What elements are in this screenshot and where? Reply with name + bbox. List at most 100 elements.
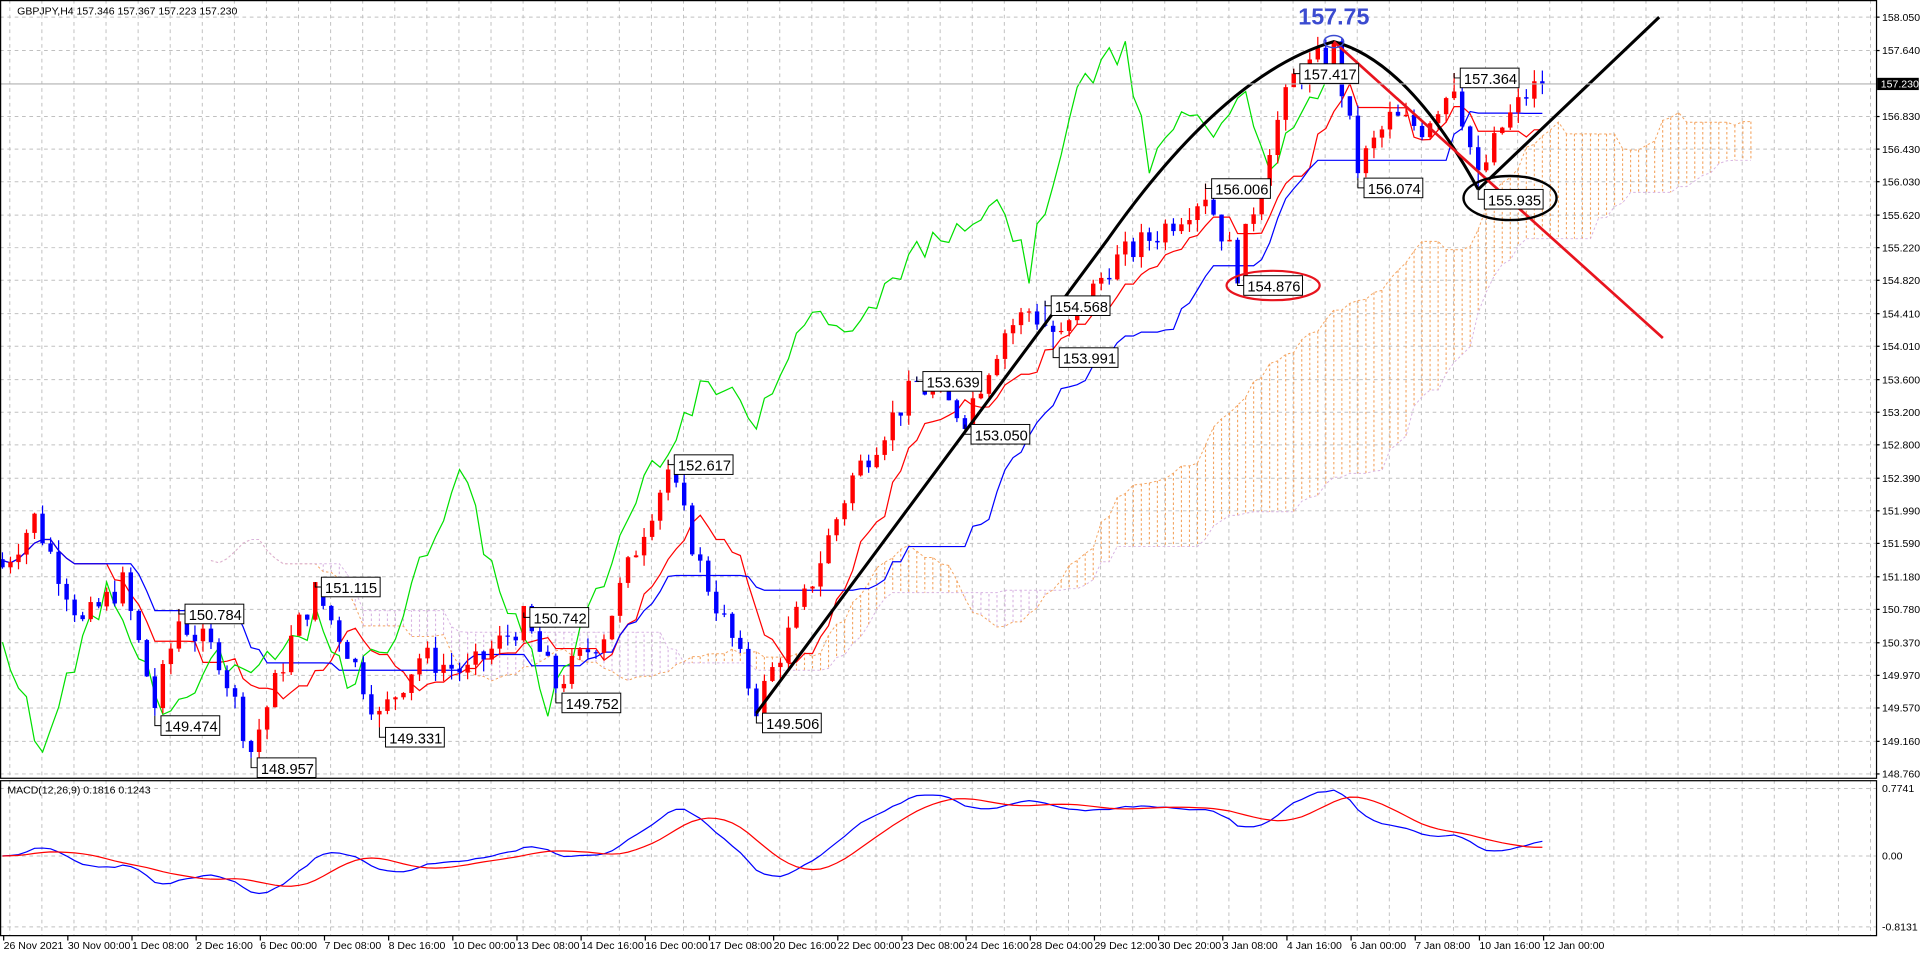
time-label: 22 Dec 00:00: [838, 940, 901, 952]
time-label: 29 Dec 12:00: [1094, 940, 1157, 952]
time-label: 12 Jan 00:00: [1544, 940, 1605, 952]
candle-body: [481, 651, 486, 660]
drawings[interactable]: 157.75: [0, 3, 1876, 715]
candle-body: [906, 380, 911, 416]
low-ellipse-red: [1225, 269, 1321, 302]
candle-body: [890, 412, 895, 441]
label-connector: [378, 727, 386, 738]
macd-panel-border: [0, 780, 1878, 937]
candle-body: [489, 648, 494, 660]
peak-label: 157.75: [1298, 3, 1369, 29]
label-box: [184, 603, 245, 625]
candle-body: [329, 605, 334, 621]
candle-body: [513, 636, 518, 641]
candle-body: [1123, 241, 1128, 255]
price-tick-label: 151.590: [1882, 538, 1920, 550]
price-tick-label: 151.180: [1882, 571, 1920, 583]
candle-body: [216, 642, 222, 671]
label-connector: [1044, 300, 1052, 307]
candle-body: [1387, 111, 1393, 130]
label-box: [256, 757, 317, 778]
candle-body: [264, 707, 270, 730]
price-tick-label: 149.970: [1882, 670, 1920, 682]
candle-body: [1467, 126, 1473, 148]
time-label: 10 Dec 00:00: [453, 940, 516, 952]
candle-body: [1050, 325, 1056, 332]
candle-body: [954, 400, 960, 419]
label-connector: [1237, 275, 1244, 286]
candle-body: [1532, 81, 1537, 99]
candle-body: [561, 683, 567, 689]
price-tick-label: 154.010: [1882, 341, 1920, 353]
candle-body: [112, 591, 117, 604]
candle-body: [168, 648, 174, 665]
label-box: [1050, 295, 1111, 316]
candle-body: [465, 664, 470, 673]
candle-body: [665, 469, 671, 493]
price-tick-label: 155.220: [1882, 242, 1920, 254]
time-label: 7 Dec 08:00: [324, 940, 381, 952]
candle-body: [417, 658, 422, 675]
candle-body: [1203, 199, 1208, 207]
candle-body: [288, 635, 294, 673]
candle-body: [433, 647, 438, 673]
time-label: 14 Dec 16:00: [581, 940, 644, 952]
candle-body: [1115, 254, 1120, 280]
time-label: 8 Dec 16:00: [389, 940, 446, 952]
price-label: 156.006: [1215, 183, 1268, 199]
price-tick-label: 156.030: [1882, 176, 1920, 188]
time-label: 4 Jan 16:00: [1287, 940, 1342, 952]
candle-body: [1451, 91, 1457, 99]
time-label: 7 Jan 08:00: [1415, 940, 1470, 952]
label-box: [1363, 177, 1424, 199]
price-label: 149.474: [165, 720, 218, 736]
candle-body: [625, 557, 631, 583]
price-label: 149.506: [766, 717, 819, 733]
candle-body: [690, 505, 695, 555]
candle-body: [80, 615, 85, 620]
candle-body: [882, 440, 887, 455]
candle-body: [0, 559, 5, 568]
label-connector: [1357, 178, 1365, 189]
candle-body: [633, 555, 639, 558]
label-connector: [178, 609, 186, 615]
time-label: 23 Dec 08:00: [902, 940, 965, 952]
label-box: [160, 715, 221, 736]
candle-body: [152, 676, 158, 709]
label-connector: [667, 459, 675, 466]
signal-line: [2, 796, 1543, 887]
label-box: [385, 726, 445, 748]
candle-body: [1411, 114, 1417, 126]
candle-body: [994, 358, 1000, 376]
candle-body: [128, 572, 133, 611]
time-label: 26 Nov 2021: [4, 940, 64, 952]
ichimoku-cloud: [322, 112, 1752, 681]
candle-body: [1355, 115, 1361, 174]
time-label: 6 Jan 00:00: [1351, 940, 1406, 952]
candle-body: [706, 560, 711, 592]
candle-body: [136, 610, 141, 641]
candle-body: [72, 599, 77, 616]
candle-body: [1315, 47, 1320, 60]
time-label: 3 Jan 08:00: [1223, 940, 1278, 952]
price-tick-label: 153.600: [1882, 374, 1920, 386]
candle-body: [313, 582, 318, 620]
candle-body: [176, 621, 182, 649]
candle-body: [144, 640, 150, 677]
price-tick-label: 156.430: [1882, 144, 1920, 156]
candle-body: [377, 710, 382, 715]
candle-body: [353, 658, 358, 663]
candle-body: [337, 620, 342, 642]
price-label: 150.742: [534, 612, 587, 628]
candle-body: [1459, 91, 1465, 127]
candle-body: [1283, 87, 1288, 120]
candle-body: [40, 513, 45, 544]
candle-body: [681, 482, 687, 506]
candle-body: [778, 662, 783, 668]
candle-body: [8, 562, 13, 568]
candle-body: [1018, 312, 1024, 326]
candle-body: [56, 551, 61, 584]
candle-body: [858, 460, 863, 476]
